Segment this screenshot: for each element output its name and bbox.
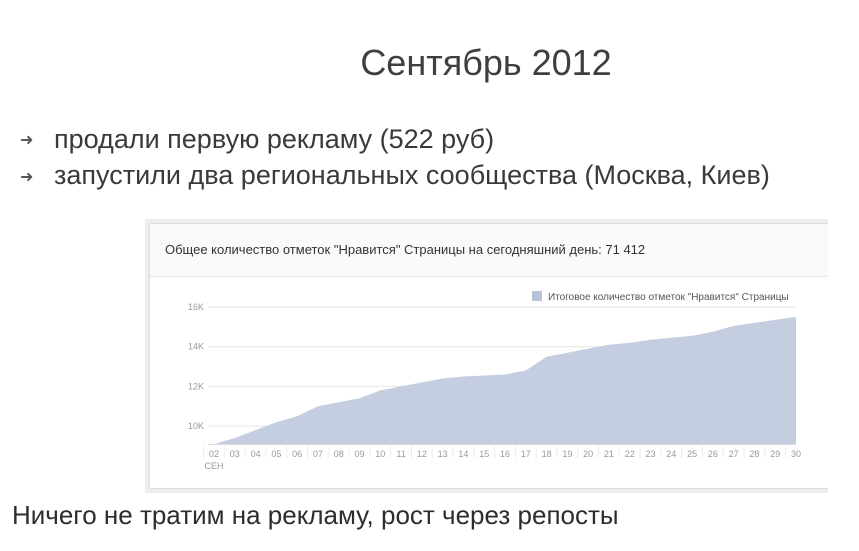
x-tick-label: 15 [479, 449, 489, 459]
bullet-text: запустили два региональных сообщества (М… [54, 160, 770, 191]
x-tick-label: 23 [645, 449, 655, 459]
panel-header: Общее количество отметок "Нравится" Стра… [150, 224, 828, 277]
x-tick-label: 09 [354, 449, 364, 459]
x-tick-label: 07 [313, 449, 323, 459]
y-tick-label: 14K [188, 342, 204, 352]
x-tick-label: 18 [542, 449, 552, 459]
arrow-right-icon: ➜ [20, 132, 34, 150]
x-tick-label: 22 [625, 449, 635, 459]
x-tick-label: 10 [375, 449, 385, 459]
x-tick-label: 06 [292, 449, 302, 459]
x-tick-label: 19 [562, 449, 572, 459]
x-tick-label: 08 [334, 449, 344, 459]
x-tick-label: 26 [708, 449, 718, 459]
bullet-list: ➜ продали первую рекламу (522 руб) ➜ запус… [20, 122, 770, 195]
arrow-right-icon: ➜ [20, 168, 34, 186]
x-tick-label: 21 [604, 449, 614, 459]
x-month-label: СЕН [204, 461, 223, 471]
chart-area: 10K 12K 14K 16K 02 03 04 05 06 07 08 09 10 11 12 13 14 15… [150, 277, 829, 490]
x-tick-label: 16 [500, 449, 510, 459]
likes-area-chart: 10K 12K 14K 16K 02 03 04 05 06 07 08 09 10 11 12 13 14 15… [188, 291, 801, 471]
slide-title: Сентябрь 2012 [360, 42, 612, 83]
legend-label: Итоговое количество отметок "Нравится" С… [548, 292, 789, 303]
legend-swatch [532, 291, 542, 301]
x-tick-label: 24 [666, 449, 676, 459]
slide-footer: Ничего не тратим на рекламу, рост через … [12, 500, 619, 530]
x-tick-label: 27 [729, 449, 739, 459]
y-tick-label: 16K [188, 302, 204, 312]
x-tick-label: 20 [583, 449, 593, 459]
bullet-text: продали первую рекламу (522 руб) [54, 124, 495, 154]
x-tick-label: 11 [396, 449, 405, 459]
x-tick-label: 13 [438, 449, 448, 459]
x-tick-label: 30 [791, 449, 801, 459]
likes-panel-card: Общее количество отметок "Нравится" Стра… [149, 223, 828, 489]
x-tick-label: 17 [521, 449, 531, 459]
x-tick-label: 14 [458, 449, 468, 459]
likes-area-series [214, 316, 796, 444]
y-tick-label: 12K [188, 381, 204, 391]
bullet-item: ➜ продали первую рекламу (522 руб) [20, 122, 770, 158]
x-tick-label: 28 [749, 449, 759, 459]
x-tick-label: 04 [251, 449, 261, 459]
x-tick-label: 25 [687, 449, 697, 459]
x-tick-label: 29 [770, 449, 780, 459]
x-tick-label: 02 [209, 449, 219, 459]
x-tick-label: 12 [417, 449, 427, 459]
bullet-item: ➜ запустили два региональных сообщества (… [20, 158, 770, 194]
x-tick-label: 05 [271, 449, 281, 459]
likes-panel: Общее количество отметок "Нравится" Стра… [145, 219, 828, 493]
y-tick-label: 10K [188, 421, 204, 431]
x-tick-label: 03 [230, 449, 240, 459]
